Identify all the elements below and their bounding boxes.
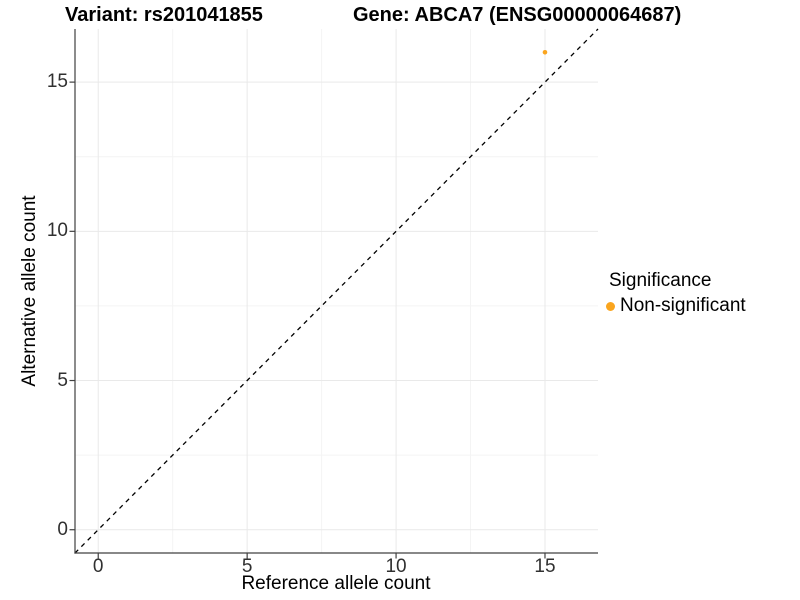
legend-item-label: Non-significant: [620, 295, 746, 316]
y-tick-label: 5: [57, 369, 68, 391]
legend-item-non-significant: Non-significant: [606, 295, 746, 317]
x-tick-label: 0: [92, 556, 104, 577]
x-tick-label: 5: [241, 556, 253, 577]
legend: Significance Non-significant: [606, 270, 746, 317]
data-point: [542, 49, 548, 55]
y-tick-label: 15: [46, 71, 68, 93]
y-tick-label: 0: [57, 518, 68, 540]
legend-point-icon: [606, 301, 615, 311]
plot-title-gene: Gene: ABCA7 (ENSG00000064687): [353, 4, 682, 26]
x-tick-label: 15: [534, 556, 556, 577]
x-tick-label: 10: [385, 556, 407, 577]
plot-title-variant: Variant: rs201041855: [65, 4, 263, 26]
x-axis-title: Reference allele count: [241, 573, 431, 594]
y-tick-label: 10: [46, 220, 68, 242]
y-axis-title: Alternative allele count: [19, 195, 40, 387]
legend-title: Significance: [609, 270, 712, 291]
identity-reference-line: [74, 28, 599, 554]
